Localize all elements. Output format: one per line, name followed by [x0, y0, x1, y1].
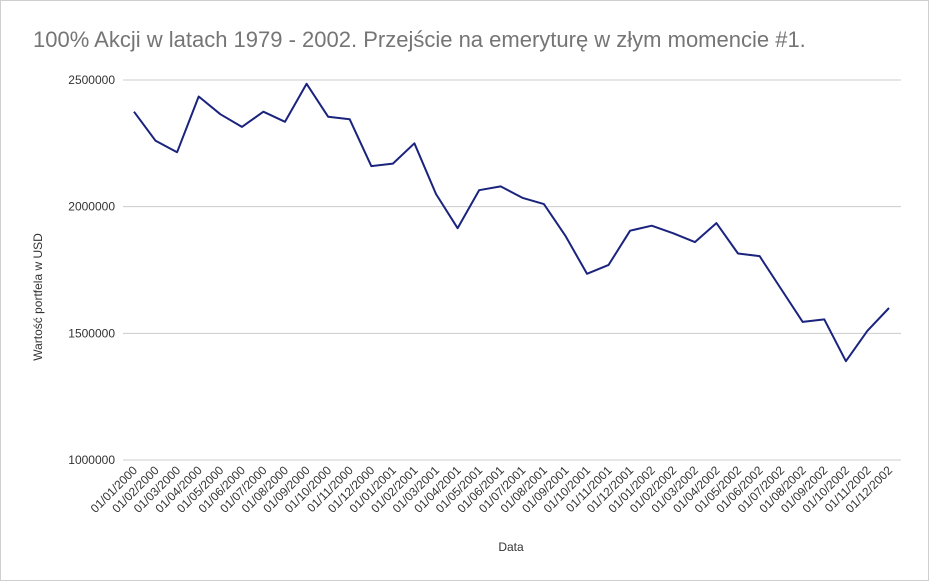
grid-lines	[123, 79, 901, 461]
y-axis-title: Wartość portfela w USD	[31, 233, 45, 361]
chart-title: 100% Akcji w latach 1979 - 2002. Przejśc…	[33, 27, 806, 52]
x-axis-ticks: 01/01/200001/02/200001/03/200001/04/2000…	[88, 463, 896, 516]
y-tick-label: 1500000	[68, 326, 115, 340]
y-tick-label: 2000000	[68, 200, 115, 214]
x-axis-title: Data	[498, 540, 524, 554]
series-line	[133, 82, 890, 363]
y-axis-ticks: 1000000 1500000 2000000 2500000	[68, 73, 115, 467]
y-tick-label: 1000000	[68, 453, 115, 467]
y-tick-label: 2500000	[68, 73, 115, 87]
